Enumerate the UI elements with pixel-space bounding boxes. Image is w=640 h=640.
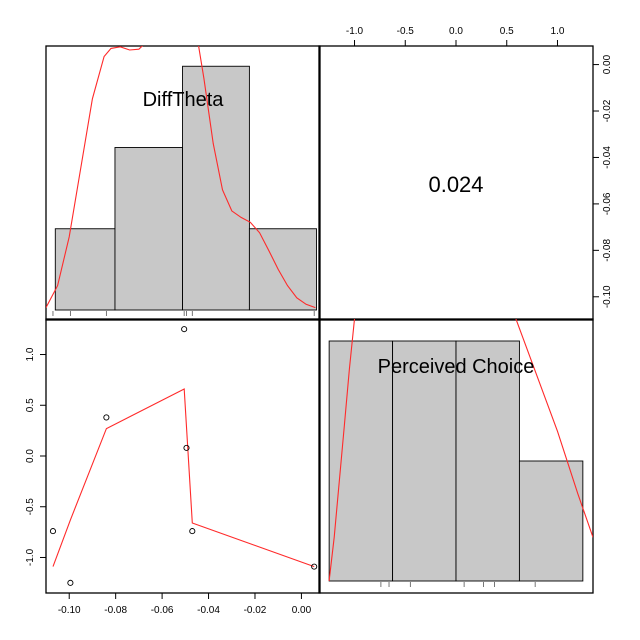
y-axis-difftheta: -0.10 -0.08 -0.06 -0.04 -0.02 0.00 — [592, 54, 613, 308]
panel-perceived-choice-histogram: Perceived Choice — [318, 318, 594, 594]
tick-label: 0.5 — [25, 398, 36, 412]
panel-frame — [318, 318, 594, 594]
x-axis-perceived-choice: -1.0 -0.5 0.0 0.5 1.0 — [346, 26, 565, 47]
histogram-bar — [114, 147, 183, 311]
tick-label: 0.00 — [602, 54, 613, 74]
panel-scatter — [45, 318, 321, 594]
tick-label: -0.10 — [58, 605, 81, 616]
density-curve — [328, 319, 593, 582]
histogram-bar — [328, 340, 394, 582]
scatter-point — [181, 326, 188, 333]
tick-label: 0.00 — [292, 605, 312, 616]
tick-label: -0.08 — [104, 605, 127, 616]
tick-label: -0.04 — [197, 605, 220, 616]
tick-label: 0.0 — [449, 26, 463, 37]
tick-label: -0.08 — [602, 239, 613, 262]
tick-label: -0.5 — [397, 26, 415, 37]
panel-frame — [45, 45, 321, 321]
tick-label: -0.5 — [25, 498, 36, 516]
tick-label: -1.0 — [346, 26, 364, 37]
smooth-line — [52, 388, 315, 568]
diag-label-difftheta: DiffTheta — [143, 89, 225, 111]
scatter-point — [49, 528, 57, 535]
panel-frame — [45, 318, 321, 594]
tick-label: -0.10 — [602, 285, 613, 308]
tick-label: -0.02 — [244, 605, 267, 616]
diag-label-perceived-choice: Perceived Choice — [378, 356, 535, 378]
correlation-value: 0.024 — [428, 172, 483, 197]
scatter-point — [311, 563, 318, 570]
histogram-bar — [182, 65, 250, 311]
y-axis-perceived-choice: -1.0 -0.5 0.0 0.5 1.0 — [25, 347, 47, 566]
panel-difftheta-histogram: DiffTheta — [45, 45, 321, 321]
histogram-bar — [392, 340, 457, 582]
histogram-bar — [54, 228, 116, 311]
tick-label: 1.0 — [551, 26, 565, 37]
scatter-point — [183, 444, 190, 451]
tick-label: 0.5 — [500, 26, 514, 37]
scatter-point — [189, 528, 196, 535]
x-axis-difftheta: -0.10 -0.08 -0.06 -0.04 -0.02 0.00 — [58, 592, 312, 616]
histogram-bar — [248, 228, 317, 311]
scatter-point — [67, 579, 74, 586]
tick-label: -0.06 — [151, 605, 174, 616]
histogram-bar — [518, 460, 584, 582]
tick-label: -0.04 — [602, 146, 613, 169]
tick-label: -1.0 — [25, 548, 36, 566]
tick-label: -0.02 — [602, 99, 613, 122]
density-curve — [46, 46, 316, 309]
tick-label: 0.0 — [25, 449, 36, 463]
tick-label: -0.06 — [602, 192, 613, 215]
panel-correlation: 0.024 — [318, 45, 594, 321]
scatter-point — [103, 414, 110, 421]
tick-label: 1.0 — [25, 347, 36, 361]
histogram-bar — [455, 340, 520, 582]
